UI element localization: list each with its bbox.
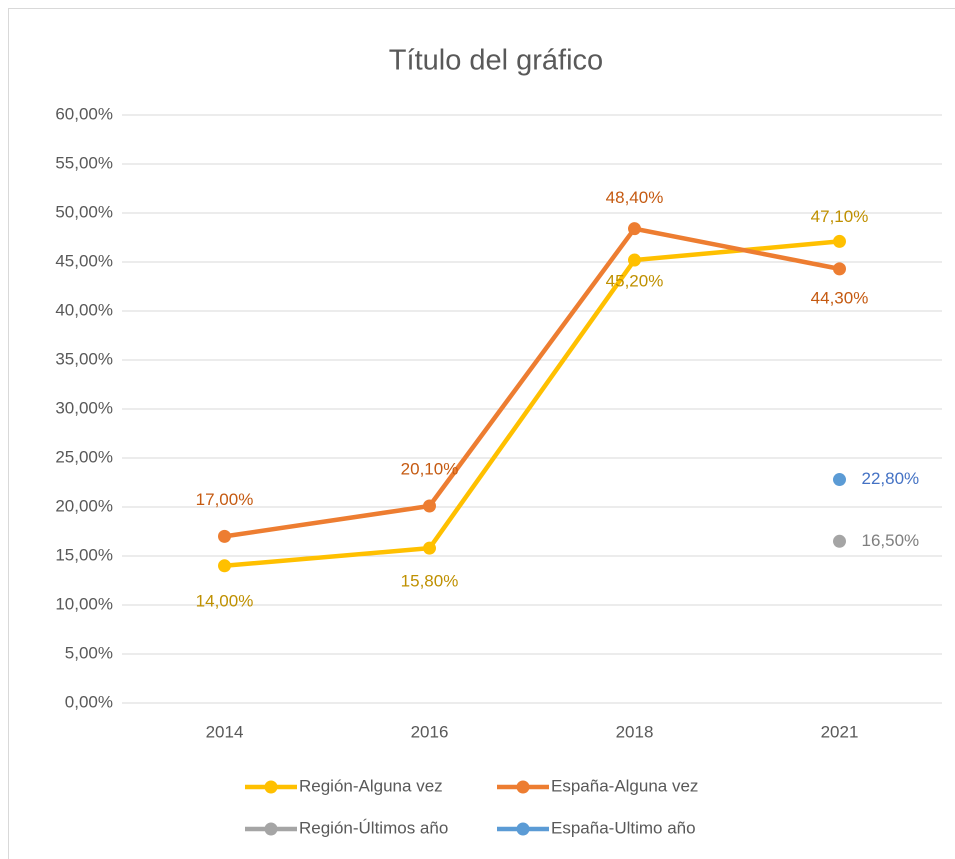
y-tick-label: 15,00% [55, 545, 113, 564]
data-label: 22,80% [862, 469, 920, 488]
point [423, 499, 436, 513]
data-label: 16,50% [862, 531, 920, 550]
point [628, 222, 641, 236]
point [833, 534, 846, 548]
data-label: 44,30% [811, 288, 869, 307]
y-tick-label: 50,00% [55, 202, 113, 221]
y-tick-label: 25,00% [55, 447, 113, 466]
point [218, 559, 231, 573]
data-label: 15,80% [401, 572, 459, 591]
y-tick-label: 10,00% [55, 594, 113, 613]
data-label: 20,10% [401, 460, 459, 479]
legend-marker [516, 780, 530, 794]
x-tick-label: 2018 [616, 722, 654, 741]
point [628, 253, 641, 267]
legend-label: España-Ultimo año [551, 818, 696, 837]
legend-marker [516, 822, 530, 836]
legend-label: Región-Últimos año [299, 818, 448, 837]
data-label: 14,00% [196, 591, 254, 610]
y-tick-label: 5,00% [65, 643, 113, 662]
series-line [224, 226, 840, 539]
y-tick-label: 45,00% [55, 251, 113, 270]
data-label: 17,00% [196, 490, 254, 509]
legend-marker [264, 822, 278, 836]
data-label: 45,20% [606, 272, 664, 291]
x-tick-label: 2014 [206, 722, 244, 741]
point [833, 234, 846, 248]
y-tick-label: 20,00% [55, 496, 113, 515]
y-tick-label: 60,00% [55, 104, 113, 123]
x-tick-label: 2021 [821, 722, 859, 741]
point [833, 262, 846, 276]
legend-marker [264, 780, 278, 794]
y-tick-label: 0,00% [65, 692, 113, 711]
y-tick-label: 55,00% [55, 153, 113, 172]
point [833, 473, 846, 487]
chart-title: Título del gráfico [389, 45, 603, 77]
data-label: 47,10% [811, 207, 869, 226]
point [423, 541, 436, 555]
point [218, 529, 231, 543]
y-tick-label: 35,00% [55, 349, 113, 368]
data-label: 48,40% [606, 188, 664, 207]
legend-label: Región-Alguna vez [299, 776, 443, 795]
legend-label: España-Alguna vez [551, 776, 698, 795]
y-tick-label: 30,00% [55, 398, 113, 417]
x-tick-label: 2016 [411, 722, 449, 741]
y-tick-label: 40,00% [55, 300, 113, 319]
